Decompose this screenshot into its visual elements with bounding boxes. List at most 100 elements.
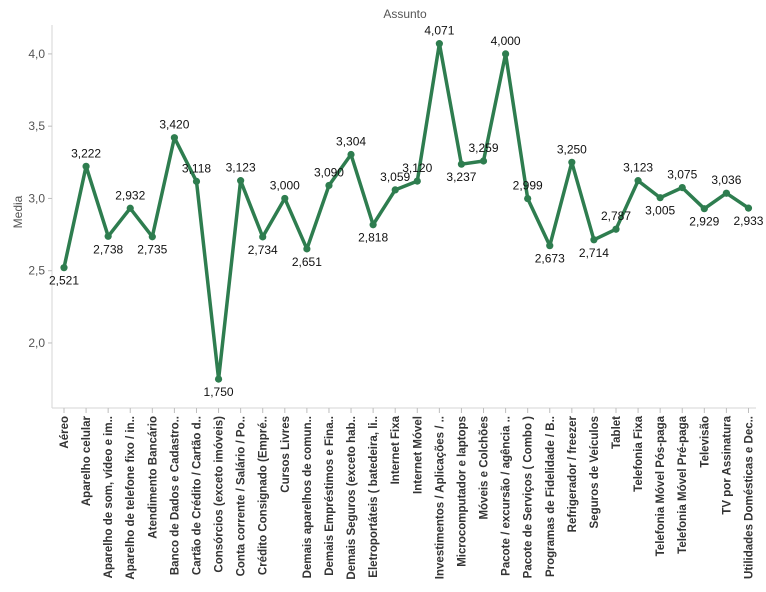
data-label: 3,250 bbox=[557, 142, 587, 156]
data-label: 3,118 bbox=[182, 161, 211, 175]
data-label: 3,259 bbox=[469, 141, 499, 155]
data-point bbox=[237, 177, 245, 185]
x-tick-label: Crédito Consignado (Empré.. bbox=[258, 416, 270, 575]
data-label: 3,120 bbox=[402, 161, 432, 175]
data-point bbox=[656, 194, 664, 202]
data-point bbox=[546, 242, 554, 250]
data-point bbox=[369, 221, 377, 229]
series-line bbox=[62, 41, 751, 381]
data-label: 2,787 bbox=[601, 209, 631, 223]
data-point bbox=[413, 177, 421, 185]
data-label: 2,714 bbox=[579, 246, 609, 260]
data-point bbox=[325, 181, 333, 190]
x-tick-label: Tablet bbox=[611, 416, 623, 449]
series-group bbox=[60, 40, 753, 383]
data-point bbox=[192, 177, 201, 185]
x-tick-label: Seguros de Veículos bbox=[589, 416, 601, 528]
x-tick-label: Demais Empréstimos e Fina.. bbox=[324, 416, 336, 576]
y-axis-title: Media bbox=[11, 195, 25, 228]
data-label: 3,304 bbox=[336, 134, 366, 148]
x-tick-label: Consórcios (exceto imóveis) bbox=[214, 416, 226, 573]
data-label: 2,521 bbox=[49, 274, 79, 288]
x-tick-label: Investimentos / Aplicações / .. bbox=[434, 416, 446, 579]
data-point bbox=[590, 236, 598, 244]
data-point bbox=[678, 183, 686, 192]
data-label: 2,932 bbox=[115, 188, 145, 202]
data-label: 2,734 bbox=[248, 243, 278, 257]
y-tick-label: 3,0 bbox=[28, 191, 45, 205]
data-label: 4,071 bbox=[424, 24, 454, 38]
data-label: 2,929 bbox=[689, 215, 719, 229]
data-point bbox=[104, 232, 112, 240]
x-tick-label: Cursos Livres bbox=[280, 416, 292, 493]
data-point bbox=[281, 194, 289, 203]
x-tick-label: Pacote / excursão / agência .. bbox=[501, 416, 513, 576]
data-label: 2,933 bbox=[733, 214, 763, 228]
x-tick-label: Demais Seguros (exceto hab.. bbox=[346, 416, 358, 580]
x-tick-label: Telefonia Fixa bbox=[633, 415, 645, 491]
data-label: 3,237 bbox=[446, 170, 476, 184]
x-tick-label: Aéreo bbox=[59, 416, 71, 449]
data-label: 2,999 bbox=[513, 179, 543, 193]
data-point bbox=[634, 177, 642, 185]
data-point bbox=[435, 40, 443, 48]
x-tick-label: Aparelho de som, vídeo e im.. bbox=[103, 416, 115, 578]
x-tick-label: Móveis e Colchões bbox=[479, 416, 491, 520]
data-label: 3,005 bbox=[645, 204, 675, 218]
y-tick-label: 2,5 bbox=[28, 264, 45, 278]
x-tick-label: TV por Assinatura bbox=[721, 415, 733, 514]
y-tick-label: 2,0 bbox=[28, 336, 45, 350]
data-label: 3,123 bbox=[623, 161, 653, 175]
x-tick-label: Refrigerador / freezer bbox=[567, 415, 579, 532]
data-point bbox=[722, 189, 731, 197]
data-label: 3,420 bbox=[159, 118, 189, 132]
x-tick-label: Eletroportáteis ( batedeira, li.. bbox=[368, 416, 380, 578]
y-tick-label: 3,5 bbox=[28, 119, 45, 133]
x-tick-label: Conta corrente / Salário / Po.. bbox=[236, 416, 248, 576]
x-tick-label: Aparelho celular bbox=[81, 415, 93, 506]
data-point bbox=[303, 245, 311, 253]
y-axis-ticks: 2,0 2,5 3,0 3,5 4,0 bbox=[28, 47, 52, 350]
x-tick-label: Utilidades Domésticas e Dec.. bbox=[743, 416, 755, 579]
x-tick-label: Atendimento Bancário bbox=[147, 416, 159, 539]
x-tick-label: Banco de Dados e Cadastro.. bbox=[169, 416, 181, 575]
data-point bbox=[214, 375, 223, 383]
data-label: 2,818 bbox=[358, 231, 388, 245]
x-tick-label: Aparelho de telefone fixo / in.. bbox=[125, 416, 137, 580]
x-tick-label: Telefonia Móvel Pós-paga bbox=[655, 415, 667, 556]
data-point bbox=[60, 264, 68, 272]
x-tick-label: Demais aparelhos de comun.. bbox=[302, 416, 314, 578]
data-point bbox=[568, 158, 576, 166]
x-tick-label: Internet Móvel bbox=[412, 416, 424, 494]
x-tick-label: Microcomputador e laptops bbox=[456, 416, 468, 567]
data-point bbox=[700, 205, 708, 213]
data-label: 1,750 bbox=[204, 385, 234, 399]
data-point bbox=[126, 204, 134, 212]
data-point bbox=[457, 160, 466, 168]
x-tick-label: Pacote de Serviços ( Combo ) bbox=[523, 416, 535, 578]
data-label: 3,123 bbox=[226, 161, 256, 175]
data-label: 3,000 bbox=[270, 178, 300, 192]
data-point bbox=[502, 50, 510, 58]
x-axis-ticks: Aéreo Aparelho celular Aparelho de som, ví… bbox=[59, 408, 755, 580]
data-label: 4,000 bbox=[491, 34, 521, 48]
data-label: 2,673 bbox=[535, 252, 565, 266]
data-label: 2,651 bbox=[292, 255, 322, 269]
y-tick-label: 4,0 bbox=[28, 47, 45, 61]
data-point bbox=[170, 134, 178, 142]
data-point bbox=[479, 157, 488, 165]
data-label: 2,738 bbox=[93, 242, 123, 256]
data-label: 3,090 bbox=[314, 165, 344, 179]
data-label: 3,059 bbox=[380, 170, 410, 184]
data-point bbox=[347, 150, 355, 159]
data-point bbox=[259, 233, 267, 241]
data-label: 3,075 bbox=[667, 168, 697, 182]
data-point bbox=[148, 233, 156, 241]
data-point bbox=[744, 204, 753, 212]
data-label: 3,222 bbox=[71, 146, 101, 160]
data-labels: 2,521 3,222 2,738 2,932 2,735 3,420 3,118 1,750… bbox=[49, 24, 764, 399]
chart-title: Assunto bbox=[383, 7, 427, 21]
x-tick-label: Telefonia Móvel Pré-paga bbox=[677, 415, 689, 553]
data-point bbox=[391, 186, 399, 194]
